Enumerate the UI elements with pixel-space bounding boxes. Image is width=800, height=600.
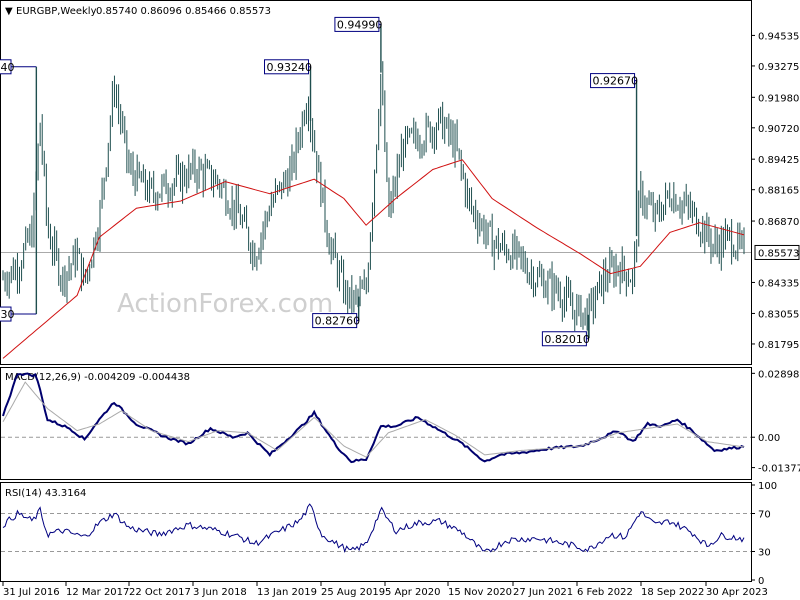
time-tick-label: 12 Mar 2017: [66, 587, 129, 598]
time-tick-label: 30 Apr 2023: [706, 587, 768, 598]
price-tick-label: 0.90720: [758, 124, 799, 135]
rsi-tick-label: 100: [758, 481, 777, 492]
price-tick-label: 0.94535: [758, 31, 799, 42]
time-tick-label: 27 Jun 2021: [513, 587, 573, 598]
macd-tick-label: 0.00: [758, 433, 780, 444]
current-price-label: 0.85573: [758, 248, 799, 259]
callout-label: 0.82760: [315, 315, 361, 328]
price-panel-frame: [0, 0, 752, 365]
price-tick-label: 0.84335: [758, 278, 799, 289]
time-axis: 31 Jul 2016 12 Mar 2017 22 Oct 2017 3 Jun 2…: [2, 582, 768, 598]
rsi-tick-label: 70: [758, 510, 771, 521]
time-tick-label: 3 Jun 2018: [193, 587, 247, 598]
callout-label: 0.94990: [337, 18, 383, 31]
rsi-tick-label: 30: [758, 548, 771, 559]
price-tick-label: 0.86870: [758, 217, 799, 228]
level-callout: 0.82010: [541, 331, 590, 347]
moving-average-line: [2, 159, 745, 359]
callout-label: 0.83030: [0, 308, 15, 321]
rsi-panel-frame: [0, 482, 752, 582]
time-tick-label: 31 Jul 2016: [3, 587, 60, 598]
time-tick-label: 18 Sep 2022: [641, 587, 704, 598]
price-axis: 0.94535 0.93275 0.91980 0.90720 0.89425 0.881…: [751, 31, 800, 351]
chart-title: EURGBP,Weekly: [16, 6, 97, 17]
time-tick-label: 25 Aug 2019: [321, 587, 385, 598]
macd-tick-label: -0.013779: [758, 464, 800, 475]
rsi-layer: [1, 503, 751, 553]
time-tick-label: 15 Nov 2020: [448, 587, 512, 598]
level-callout: 0.93240: [264, 59, 313, 75]
level-callout: 0.82760: [312, 313, 361, 329]
macd-readout: MACD(12,26,9) -0.004209 -0.004438: [5, 372, 190, 383]
signal-line: [2, 381, 745, 458]
rsi-line: [2, 503, 745, 553]
dropdown-arrow-icon[interactable]: ▼: [5, 6, 13, 17]
price-tick-label: 0.83055: [758, 309, 799, 320]
price-bars: [2, 24, 745, 339]
level-callout: 0.83030: [0, 306, 37, 322]
macd-tick-label: 0.028988: [758, 369, 800, 380]
level-callout: 0.92670: [590, 73, 639, 89]
level-callout: 0.93240: [0, 59, 37, 75]
price-tick-label: 0.89425: [758, 155, 799, 166]
callout-label: 0.82010: [544, 333, 590, 346]
price-callouts: 0.94990 0.93240 0.92670 0.82760 0.82010 0.830…: [0, 16, 639, 347]
macd-panel-frame: [0, 367, 752, 480]
callout-label: 0.93240: [0, 61, 15, 74]
callout-label: 0.93240: [267, 61, 313, 74]
time-tick-label: 5 Apr 2020: [385, 587, 440, 598]
time-tick-label: 22 Oct 2017: [129, 587, 191, 598]
watermark: ActionForex.com: [117, 289, 333, 319]
title-group: ▼ EURGBP,Weekly 0.85740 0.86096 0.85466 …: [5, 6, 271, 17]
current-price-box: [754, 244, 800, 260]
macd-layer: [1, 372, 751, 464]
price-tick-label: 0.88165: [758, 186, 799, 197]
rsi-axis: 100 70 30 0: [751, 481, 777, 587]
current-price-tag: 0.85573: [754, 244, 800, 260]
macd-axis: 0.028988 0.00 -0.013779: [751, 369, 800, 475]
time-tick-label: 13 Jan 2019: [257, 587, 317, 598]
level-callout: 0.94990: [334, 16, 383, 32]
rsi-tick-label: 0: [758, 576, 764, 587]
price-tick-label: 0.81795: [758, 340, 799, 351]
price-tick-label: 0.91980: [758, 93, 799, 104]
moving-average: [2, 159, 745, 359]
rsi-readout: RSI(14) 43.3164: [5, 488, 86, 499]
price-tick-label: 0.93275: [758, 62, 799, 73]
time-tick-label: 6 Feb 2022: [577, 587, 633, 598]
callout-label: 0.92670: [593, 75, 639, 88]
ohlc-readout: 0.85740 0.86096 0.85466 0.85573: [96, 6, 271, 17]
